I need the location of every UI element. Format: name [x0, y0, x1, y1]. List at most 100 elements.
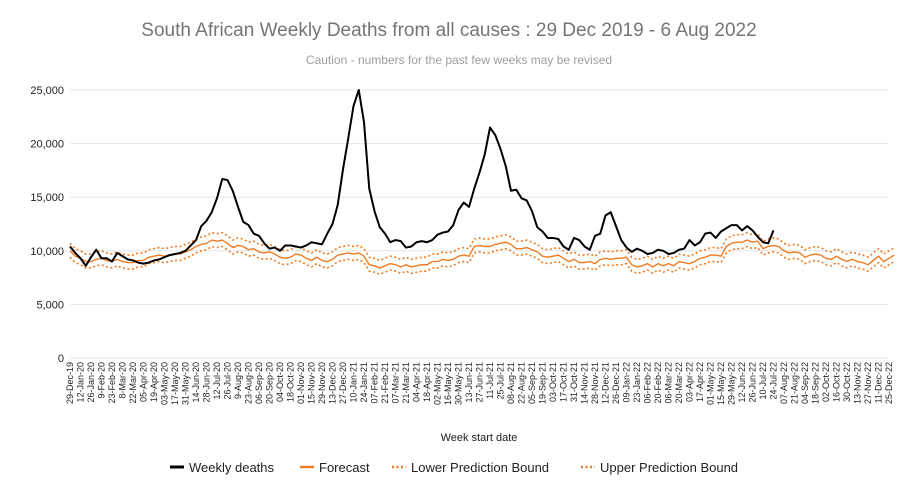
x-tick-label: 04-Apr-21 — [412, 362, 422, 402]
x-tick-label: 14-Jun-20 — [191, 362, 201, 403]
x-tick-label: 18-Apr-21 — [422, 362, 432, 402]
x-tick-label: 06-Mar-22 — [664, 362, 674, 404]
x-tick-label: 15-Nov-20 — [307, 362, 317, 404]
x-tick-label: 21-Mar-21 — [401, 362, 411, 404]
x-tick-label: 30-May-21 — [454, 362, 464, 405]
x-tick-label: 25-Jul-21 — [496, 362, 506, 400]
y-tick-label: 20,000 — [30, 139, 64, 151]
chart-subtitle: Caution - numbers for the past few weeks… — [306, 53, 612, 67]
x-tick-label: 29-Nov-20 — [317, 362, 327, 404]
x-tick-label: 20-Sep-20 — [265, 362, 275, 404]
y-tick-label: 25,000 — [30, 85, 64, 97]
x-tick-label: 16-Oct-22 — [832, 362, 842, 402]
x-tick-label: 12-Jan-20 — [76, 362, 86, 403]
legend: Weekly deaths Forecast Lower Prediction Bo… — [170, 460, 738, 475]
x-tick-label: 23-Feb-20 — [107, 362, 117, 404]
legend-label: Forecast — [319, 460, 370, 475]
y-tick-label: 10,000 — [30, 246, 64, 258]
x-tick-label: 23-Aug-20 — [244, 362, 254, 404]
x-tick-label: 07-Feb-21 — [370, 362, 380, 404]
x-tick-label: 28-Jun-20 — [202, 362, 212, 403]
x-tick-label: 28-Nov-21 — [590, 362, 600, 404]
x-tick-label: 9-Aug-20 — [233, 362, 243, 399]
y-tick-label: 15,000 — [30, 192, 64, 204]
x-tick-label: 27-Jun-21 — [475, 362, 485, 403]
x-tick-label: 30-Oct-22 — [842, 362, 852, 402]
x-tick-label: 03-Apr-22 — [685, 362, 695, 402]
x-tick-label: 01-Nov-20 — [296, 362, 306, 404]
x-tick-label: 29-Dec-19 — [65, 362, 75, 404]
x-tick-label: 01-May-22 — [706, 362, 716, 405]
y-tick-label: 0 — [58, 353, 64, 365]
x-tick-label: 29-May-22 — [727, 362, 737, 405]
x-tick-label: 17-May-20 — [170, 362, 180, 405]
gridlines — [70, 89, 889, 359]
x-tick-label: 23-Jan-22 — [632, 362, 642, 403]
x-tick-label: 17-Apr-22 — [695, 362, 705, 402]
x-tick-label: 07-Mar-21 — [391, 362, 401, 404]
x-tick-label: 05-Apr-20 — [139, 362, 149, 402]
x-tick-label: 22-Aug-21 — [517, 362, 527, 404]
x-tick-label: 21-Feb-21 — [380, 362, 390, 404]
x-tick-label: 10-Jan-21 — [349, 362, 359, 403]
series-line-forecast — [69, 239, 895, 269]
y-axis-ticks: 0 5,000 10,000 15,000 20,000 25,000 — [30, 85, 64, 365]
x-tick-label: 26-Jan-20 — [86, 362, 96, 403]
x-tick-label: 15-May-22 — [716, 362, 726, 405]
x-tick-label: 26-Jul-20 — [223, 362, 233, 400]
x-tick-label: 03-Oct-21 — [548, 362, 558, 402]
x-tick-label: 18-Sep-22 — [811, 362, 821, 404]
series-line-weekly-deaths — [69, 89, 775, 267]
x-tick-label: 20-Mar-22 — [674, 362, 684, 404]
x-tick-label: 9-Feb-20 — [97, 362, 107, 399]
x-tick-label: 26-Jun-22 — [748, 362, 758, 403]
x-tick-label: 17-Oct-21 — [559, 362, 569, 402]
x-tick-label: 27-Nov-22 — [863, 362, 873, 404]
x-tick-label: 06-Feb-22 — [643, 362, 653, 404]
x-tick-label: 06-Sep-20 — [254, 362, 264, 404]
x-tick-label: 02-Oct-22 — [821, 362, 831, 402]
x-tick-label: 19-Apr-20 — [149, 362, 159, 402]
chart-title: South African Weekly Deaths from all cau… — [141, 20, 756, 41]
x-tick-label: 09-Jan-22 — [622, 362, 632, 403]
x-tick-label: 21-Aug-22 — [790, 362, 800, 404]
x-tick-label: 07-Aug-22 — [779, 362, 789, 404]
legend-label: Upper Prediction Bound — [600, 460, 738, 475]
x-tick-label: 12-Jul-20 — [212, 362, 222, 400]
x-tick-label: 03-May-20 — [160, 362, 170, 405]
x-tick-label: 27-Dec-20 — [338, 362, 348, 404]
y-tick-label: 5,000 — [36, 299, 64, 311]
x-tick-label: 11-Jul-21 — [485, 362, 495, 399]
x-tick-label: 04-Oct-20 — [275, 362, 285, 402]
x-tick-label: 19-Sep-21 — [538, 362, 548, 404]
legend-label: Weekly deaths — [189, 460, 275, 475]
x-tick-label: 12-Dec-21 — [601, 362, 611, 404]
x-axis-label: Week start date — [441, 432, 518, 444]
x-tick-label: 11-Dec-22 — [874, 362, 884, 403]
x-tick-label: 26-Dec-21 — [611, 362, 621, 404]
x-tick-label: 25-Dec-22 — [884, 362, 894, 404]
x-axis-ticks: 29-Dec-19 12-Jan-20 26-Jan-20 9-Feb-20 23-Fe… — [65, 362, 894, 405]
x-tick-label: 13-Dec-20 — [328, 362, 338, 404]
legend-label: Lower Prediction Bound — [411, 460, 549, 475]
x-tick-label: 02-May-21 — [433, 362, 443, 405]
series-lines — [69, 89, 895, 276]
x-tick-label: 8-Mar-20 — [118, 362, 128, 399]
x-tick-label: 04-Sep-22 — [800, 362, 810, 404]
x-tick-label: 31-Oct-21 — [569, 362, 579, 402]
x-tick-label: 16-May-21 — [443, 362, 453, 405]
x-tick-label: 13-Jun-21 — [464, 362, 474, 403]
x-tick-label: 14-Nov-21 — [580, 362, 590, 404]
x-tick-label: 22-Mar-20 — [128, 362, 138, 404]
x-tick-label: 13-Nov-22 — [853, 362, 863, 404]
x-tick-label: 24-Jul-22 — [769, 362, 779, 400]
x-tick-label: 05-Sep-21 — [527, 362, 537, 404]
x-tick-label: 08-Aug-21 — [506, 362, 516, 404]
x-tick-label: 31-May-20 — [181, 362, 191, 405]
x-tick-label: 20-Feb-22 — [653, 362, 663, 404]
x-tick-label: 12-Jun-22 — [737, 362, 747, 403]
x-tick-label: 10-Jul-22 — [758, 362, 768, 400]
x-tick-label: 18-Oct-20 — [286, 362, 296, 402]
